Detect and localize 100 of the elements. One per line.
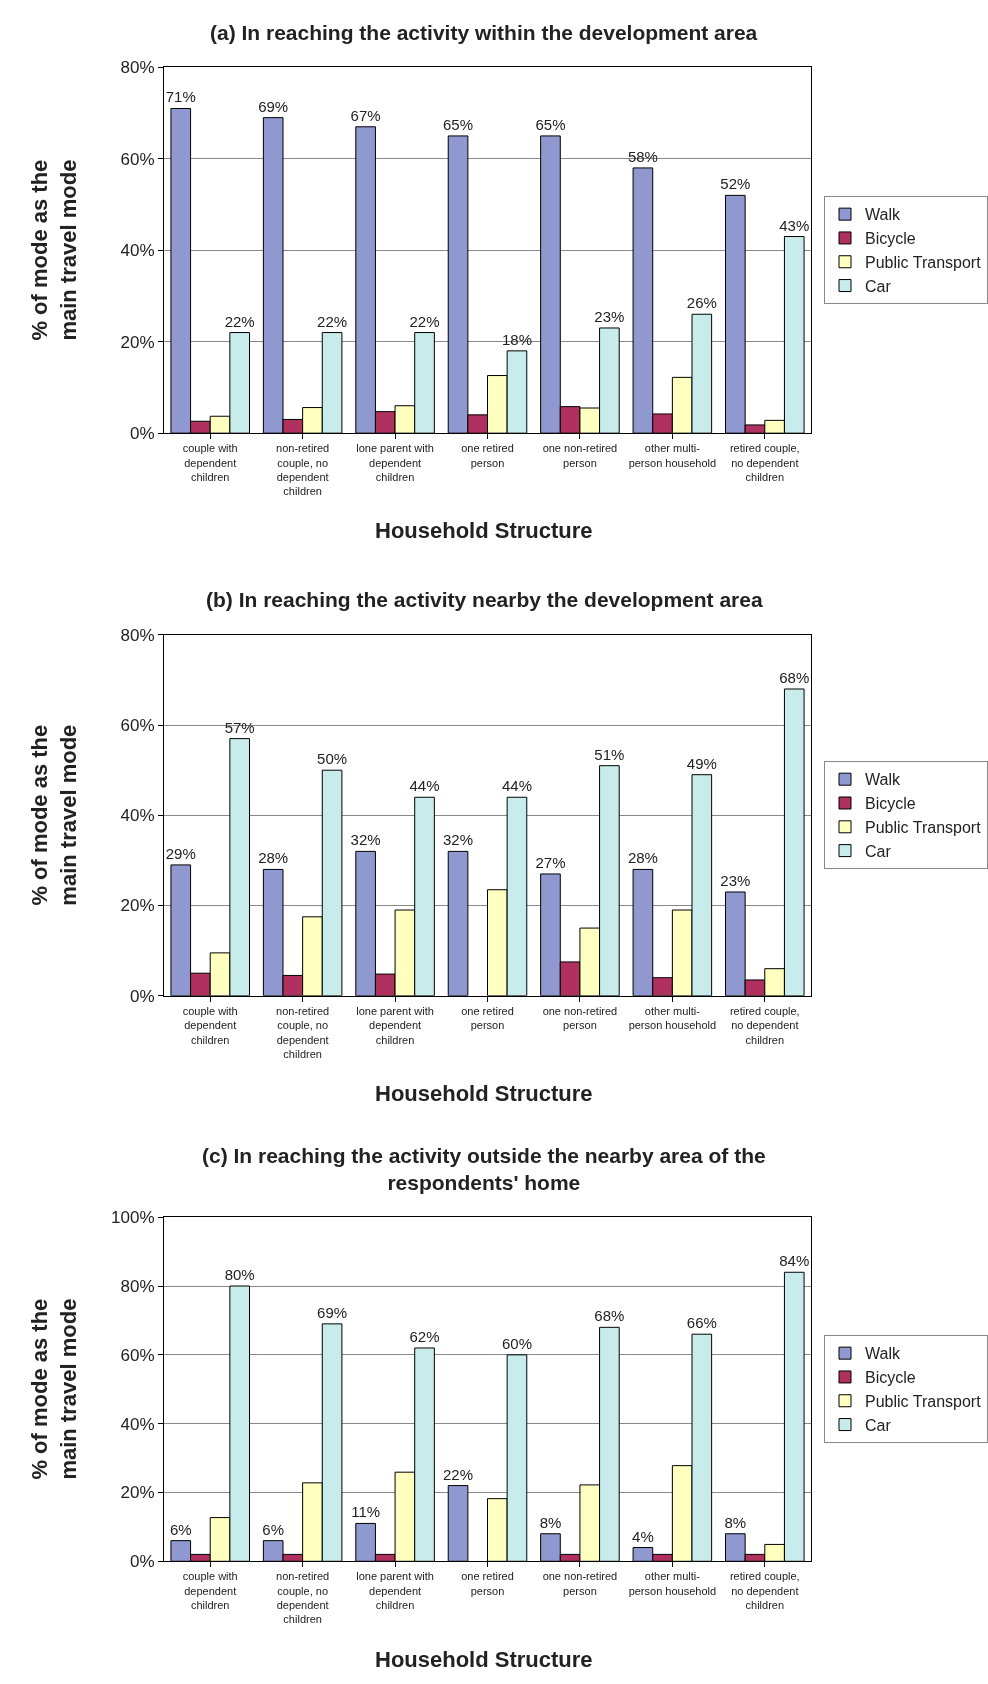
x-tick-label: other multi-person household — [628, 442, 717, 469]
legend-label: Public Transport — [865, 819, 982, 837]
x-tick-label: retired couple, no dependent children — [729, 442, 800, 483]
y-tick-label: 0% — [130, 1552, 155, 1572]
x-tick-label: couple with dependent children — [182, 1004, 238, 1046]
x-tick-label: one non-retired person — [542, 1004, 618, 1032]
data-label: 27% — [535, 853, 566, 871]
x-tick-label: one retired person — [461, 1570, 514, 1597]
data-label: 22% — [409, 312, 440, 330]
legend-label: Car — [865, 1416, 892, 1434]
data-label: 22% — [443, 1465, 474, 1483]
data-label: 18% — [501, 330, 532, 348]
legend-label: Car — [865, 842, 892, 860]
y-tick-label: 0% — [130, 424, 155, 444]
data-label: 8% — [724, 1513, 747, 1531]
x-tick-label: one non-retired person — [542, 1570, 618, 1597]
data-label: 67% — [350, 106, 381, 124]
x-tick-label: couple with dependent children — [182, 1570, 238, 1612]
legend-label: Public Transport — [865, 253, 982, 271]
data-label: 71% — [165, 88, 196, 106]
x-tick-label: non-retired couple, no dependent children — [276, 442, 330, 498]
y-tick-label: 20% — [120, 896, 155, 916]
y-tick-label: 100% — [111, 1208, 155, 1228]
y-axis-title: % of mode as the main travel mode — [27, 724, 81, 906]
legend-label: Walk — [865, 1345, 901, 1363]
data-label: 84% — [779, 1252, 810, 1270]
data-label: 22% — [224, 312, 255, 330]
x-tick-label: lone parent with dependent children — [356, 442, 434, 483]
y-tick-label: 80% — [120, 58, 155, 78]
y-tick-label: 60% — [120, 1345, 155, 1365]
data-label: 69% — [258, 97, 289, 115]
data-label: 23% — [594, 307, 625, 325]
data-label: 69% — [317, 1303, 348, 1321]
data-label: 6% — [262, 1520, 285, 1538]
data-label: 28% — [627, 849, 658, 867]
y-tick-label: 20% — [120, 1483, 155, 1503]
y-tick-label: 20% — [120, 332, 155, 352]
data-label: 49% — [686, 754, 717, 772]
data-label: 60% — [501, 1334, 532, 1352]
data-label: 32% — [443, 831, 474, 849]
x-tick-label: other multi-person household — [628, 1570, 717, 1597]
x-tick-label: non-retired couple, no dependent children — [276, 1004, 330, 1060]
data-label: 51% — [594, 745, 625, 763]
chart-title: (c) In reaching the activity outside the nearby area of the respondents' home — [202, 1144, 766, 1195]
legend-label: Car — [865, 277, 892, 295]
data-label: 58% — [627, 147, 658, 165]
x-tick-label: retired couple, no dependent children — [729, 1570, 800, 1612]
data-label: 28% — [258, 849, 289, 867]
data-label: 23% — [720, 871, 751, 889]
y-tick-label: 80% — [120, 1276, 155, 1296]
data-label: 32% — [350, 831, 381, 849]
x-tick-label: non-retired couple, no dependent children — [276, 1570, 330, 1626]
y-tick-label: 40% — [120, 806, 155, 826]
data-label: 62% — [409, 1327, 440, 1345]
legend-label: Bicycle — [865, 795, 916, 813]
data-label: 52% — [720, 175, 751, 193]
x-axis-title: Household Structure — [375, 1647, 593, 1672]
data-label: 6% — [169, 1520, 192, 1538]
x-tick-label: other multi-person household — [628, 1004, 717, 1032]
x-tick-label: couple with dependent children — [182, 442, 238, 483]
y-tick-label: 40% — [120, 241, 155, 261]
y-tick-label: 80% — [120, 625, 155, 645]
y-tick-label: 60% — [120, 149, 155, 169]
data-label: 68% — [779, 668, 810, 686]
data-label: 4% — [632, 1527, 654, 1545]
legend-label: Walk — [865, 771, 901, 789]
data-label: 44% — [501, 777, 532, 795]
x-tick-label: one retired person — [461, 442, 514, 469]
x-axis-title: Household Structure — [375, 518, 593, 543]
data-label: 50% — [317, 750, 348, 768]
data-label: 11% — [351, 1503, 381, 1521]
legend-label: Walk — [865, 206, 901, 224]
data-label: 29% — [165, 844, 196, 862]
legend-label: Bicycle — [865, 230, 916, 248]
x-tick-label: one non-retired person — [542, 442, 618, 469]
data-label: 43% — [779, 216, 810, 234]
y-tick-label: 60% — [120, 716, 155, 736]
data-label: 57% — [224, 718, 255, 736]
data-label: 44% — [409, 777, 440, 795]
y-tick-label: 0% — [130, 986, 155, 1006]
x-axis-title: Household Structure — [375, 1081, 593, 1106]
x-tick-label: lone parent with dependent children — [356, 1570, 434, 1612]
y-axis-title: % of mode as the main travel mode — [27, 159, 81, 341]
y-tick-label: 40% — [120, 1414, 155, 1434]
data-label: 66% — [686, 1314, 717, 1332]
data-label: 65% — [443, 115, 474, 133]
x-tick-label: lone parent with dependent children — [356, 1004, 434, 1046]
chart-title: (a) In reaching the activity within the development area — [210, 21, 758, 44]
data-label: 80% — [224, 1266, 255, 1284]
x-tick-label: retired couple, no dependent children — [729, 1004, 800, 1046]
legend-label: Public Transport — [865, 1392, 982, 1410]
y-axis-title: % of mode as the main travel mode — [27, 1298, 81, 1480]
x-tick-label: one retired person — [461, 1004, 514, 1032]
data-label: 8% — [539, 1513, 562, 1531]
data-label: 68% — [594, 1307, 625, 1325]
data-label: 26% — [686, 294, 717, 312]
data-label: 65% — [535, 115, 566, 133]
legend-label: Bicycle — [865, 1369, 916, 1387]
chart-title: (b) In reaching the activity nearby the development area — [206, 588, 763, 611]
data-label: 22% — [317, 312, 348, 330]
